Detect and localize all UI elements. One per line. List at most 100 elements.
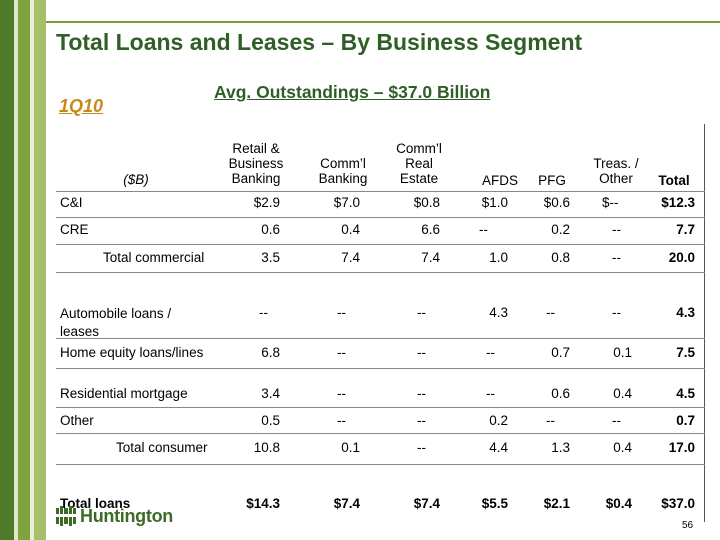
stripe	[18, 0, 30, 540]
row-label: Automobile loans / leases	[60, 305, 171, 341]
value-cell: --	[612, 250, 621, 265]
value-cell: --	[546, 305, 555, 320]
value-cell: 0.1	[613, 345, 632, 360]
row-label-subtotal: Total consumer	[116, 440, 208, 455]
total-cell: 0.7	[676, 413, 695, 428]
header-line: Business	[228, 156, 284, 171]
value-cell: 7.4	[421, 250, 440, 265]
total-cell: 4.5	[676, 386, 695, 401]
value-cell: --	[417, 305, 426, 320]
value-cell: --	[479, 222, 488, 237]
header-line: Retail &	[232, 141, 280, 156]
value-cell: --	[546, 413, 555, 428]
total-cell: $37.0	[661, 496, 695, 511]
value-cell: $7.4	[333, 496, 360, 511]
header-treas-other: Treas. / Other	[581, 156, 651, 186]
header-comml-real-estate: Comm’l Real Estate	[379, 141, 459, 186]
value-cell: --	[612, 305, 621, 320]
total-cell: 7.5	[676, 345, 695, 360]
total-cell: 7.7	[676, 222, 695, 237]
header-line: Other	[599, 171, 633, 186]
value-cell: 6.6	[421, 222, 440, 237]
row-label: CRE	[60, 222, 89, 237]
header-line: Real	[405, 156, 433, 171]
value-cell: 0.7	[551, 345, 570, 360]
stripe	[34, 0, 46, 540]
total-cell: 17.0	[668, 440, 695, 455]
logo-wordmark: Huntington	[80, 506, 173, 526]
row-label: Home equity loans/lines	[60, 345, 204, 360]
value-cell: 0.4	[341, 222, 360, 237]
row-label: Other	[60, 413, 94, 428]
value-cell: $5.5	[481, 496, 508, 511]
header-unit-label: ($B)	[123, 172, 149, 187]
value-cell: --	[417, 413, 426, 428]
row-divider	[56, 244, 705, 245]
huntington-mark-icon	[56, 506, 76, 526]
slide-subtitle: Avg. Outstandings – $37.0 Billion	[214, 82, 491, 102]
row-divider	[56, 338, 705, 339]
total-column-divider	[704, 124, 705, 522]
value-cell: 1.3	[551, 440, 570, 455]
loans-table: ($B) Retail & Business Banking Comm’l Ba…	[56, 124, 705, 522]
value-cell: 10.8	[253, 440, 280, 455]
value-cell: --	[417, 386, 426, 401]
row-label-subtotal: Total commercial	[103, 250, 205, 265]
value-cell: 0.1	[341, 440, 360, 455]
header-line: Estate	[399, 171, 439, 186]
header-line: Comm’l	[320, 156, 366, 171]
total-cell: 20.0	[668, 250, 695, 265]
value-cell: $0.6	[543, 195, 570, 210]
row-label: C&I	[60, 195, 83, 210]
value-cell: 0.6	[261, 222, 280, 237]
value-cell: 4.3	[489, 305, 508, 320]
header-line: Treas. /	[593, 156, 639, 171]
row-label: Residential mortgage	[60, 386, 188, 401]
value-cell: 0.5	[261, 413, 280, 428]
value-cell: --	[337, 386, 346, 401]
value-cell: $2.1	[543, 496, 570, 511]
row-divider	[56, 217, 705, 218]
value-cell: 0.8	[551, 250, 570, 265]
value-cell: --	[486, 386, 495, 401]
value-cell: 0.2	[489, 413, 508, 428]
row-divider	[56, 407, 705, 408]
value-cell: --	[337, 413, 346, 428]
value-cell: 0.6	[551, 386, 570, 401]
value-cell: --	[337, 345, 346, 360]
header-afds: AFDS	[481, 173, 518, 188]
header-total: Total	[658, 173, 690, 188]
stripe	[30, 0, 34, 540]
header-line	[303, 141, 383, 156]
value-cell: --	[612, 222, 621, 237]
header-line: Banking	[318, 171, 368, 186]
page-number: 56	[682, 520, 694, 531]
row-divider	[56, 433, 705, 434]
header-line: Banking	[231, 171, 281, 186]
value-cell: $1.0	[481, 195, 508, 210]
value-cell: 6.8	[261, 345, 280, 360]
value-cell: --	[259, 305, 268, 320]
left-decorative-stripes	[0, 0, 46, 540]
header-pfg: PFG	[538, 173, 566, 188]
value-cell: --	[417, 440, 426, 455]
slide-title: Total Loans and Leases – By Business Seg…	[56, 29, 583, 55]
total-cell: 4.3	[676, 305, 695, 320]
value-cell: 3.4	[261, 386, 280, 401]
value-cell: $7.4	[413, 496, 440, 511]
value-cell: $2.9	[253, 195, 280, 210]
row-divider	[56, 368, 705, 369]
row-divider	[56, 191, 705, 192]
header-line: Comm’l	[396, 141, 442, 156]
period-label: 1Q10	[59, 96, 104, 116]
value-cell: --	[612, 413, 621, 428]
row-divider	[56, 464, 705, 465]
value-cell: 0.2	[551, 222, 570, 237]
value-cell: $--	[602, 195, 619, 210]
value-cell: 1.0	[489, 250, 508, 265]
stripe	[0, 0, 14, 540]
header-comml-banking: Comm’l Banking	[303, 141, 383, 186]
value-cell: $14.3	[246, 496, 280, 511]
value-cell: --	[486, 345, 495, 360]
value-cell: $0.4	[605, 496, 632, 511]
